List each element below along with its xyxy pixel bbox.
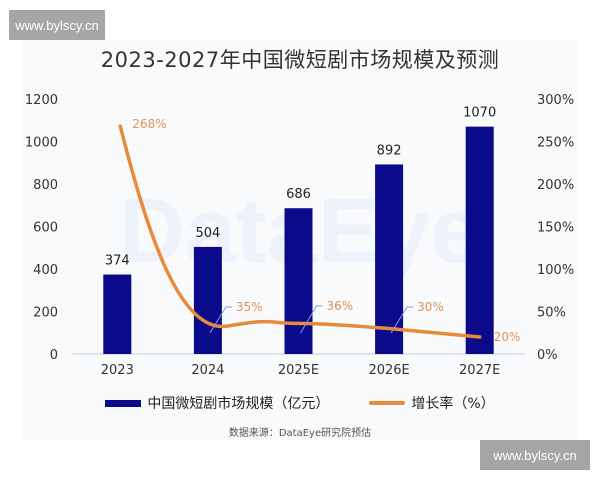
chart-legend: 中国微短剧市场规模（亿元） 增长率（%） (0, 393, 600, 413)
left-axis-tick: 800 (33, 178, 58, 193)
growth-label: 30% (417, 300, 444, 314)
data-source-note: 数据来源：DataEye研究院预估 (228, 428, 372, 439)
x-axis-tick: 2026E (368, 363, 409, 378)
left-axis-tick: 600 (33, 221, 58, 236)
legend-label-growth-rate: 增长率（%） (411, 396, 495, 412)
chart-title: 2023-2027年中国微短剧市场规模及预测 (100, 48, 500, 72)
growth-rate-line (118, 124, 482, 339)
bar-value-label: 374 (105, 254, 130, 269)
right-axis-tick: 250% (537, 136, 574, 151)
bar-market-size (465, 126, 494, 354)
legend-bar-swatch (105, 399, 142, 407)
left-axis-tick: 400 (33, 263, 58, 278)
legend-item-market-size: 中国微短剧市场规模（亿元） (105, 393, 329, 413)
x-axis-tick: 2025E (278, 363, 319, 378)
legend-label-market-size: 中国微短剧市场规模（亿元） (147, 396, 330, 412)
watermark-top-left: www.bylscy.cn (9, 10, 105, 40)
bar-market-size (193, 246, 222, 354)
growth-label: 36% (327, 299, 354, 313)
bar-value-label: 504 (195, 226, 220, 241)
bar-value-label: 1070 (463, 106, 496, 121)
growth-label: 268% (132, 117, 166, 131)
right-axis-tick: 150% (537, 221, 574, 236)
x-axis-tick: 2023 (101, 363, 134, 378)
bar-market-size (103, 274, 132, 354)
growth-label-leader (390, 306, 414, 334)
left-axis-tick: 0 (50, 348, 58, 363)
growth-label: 20% (494, 330, 521, 344)
growth-label-leader (300, 305, 323, 334)
right-axis-tick: 200% (537, 178, 574, 193)
right-axis-tick: 100% (537, 263, 574, 278)
x-axis-tick: 2027E (459, 363, 500, 378)
right-axis-tick: 50% (537, 306, 566, 321)
x-axis-tick: 2024 (191, 363, 224, 378)
legend-item-growth-rate: 增长率（%） (369, 393, 495, 413)
bar-market-size (375, 164, 404, 354)
left-axis-tick: 1000 (25, 136, 58, 151)
bar-value-label: 892 (377, 143, 402, 158)
left-axis-tick: 1200 (25, 93, 58, 108)
left-axis-tick: 200 (33, 306, 58, 321)
bar-market-size (284, 208, 313, 354)
growth-label-leader (209, 306, 232, 334)
right-axis-tick: 300% (537, 93, 574, 108)
bar-value-label: 686 (286, 187, 311, 202)
legend-line-swatch (369, 401, 406, 405)
growth-label: 35% (236, 300, 263, 314)
right-axis-tick: 0% (537, 348, 558, 363)
watermark-bottom-right: www.bylscy.cn (480, 440, 590, 470)
